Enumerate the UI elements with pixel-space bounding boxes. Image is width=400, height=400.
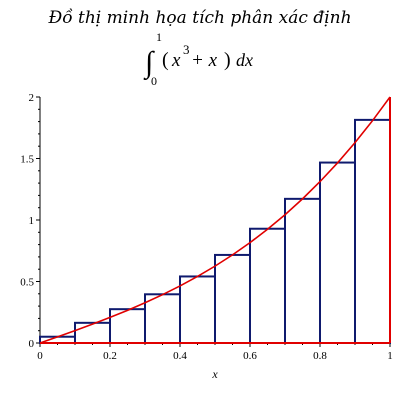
integral-lower-limit: 0 (151, 74, 157, 88)
x-tick-label: 0.2 (103, 350, 117, 362)
bar (319, 161, 356, 344)
integral-upper-limit: 1 (156, 30, 162, 44)
bar (214, 253, 251, 345)
y-tick-label: 0.5 (20, 277, 34, 289)
formula-open-paren: ( (162, 49, 169, 71)
bar (284, 197, 321, 344)
function-curve (39, 96, 391, 344)
bar (249, 227, 286, 344)
y-tick-label: 0 (29, 338, 35, 350)
x-tick-label: 1 (387, 350, 393, 362)
x-axis-label: x (211, 367, 218, 381)
bar (74, 321, 111, 345)
integral-sign: ∫ (143, 46, 155, 81)
formula-rest: + x (191, 50, 218, 71)
bar (109, 308, 146, 344)
integral-formula: ∫1 0 (x3 + x) dx (143, 30, 253, 88)
bar (179, 275, 216, 344)
y-tick-label: 2 (29, 92, 35, 104)
y-tick-label: 1 (29, 215, 35, 227)
formula-exponent: 3 (183, 42, 190, 57)
formula-close-paren: ) (224, 49, 231, 71)
bar (144, 293, 181, 344)
y-tick-label: 1.5 (20, 154, 34, 166)
chart-title: Đồ thị minh họa tích phân xác định (48, 8, 352, 28)
x-tick-label: 0.8 (313, 350, 327, 362)
x-tick-label: 0 (37, 350, 43, 362)
bar (354, 118, 391, 344)
formula-base: x (171, 50, 181, 71)
x-tick-label: 0.4 (173, 350, 187, 362)
x-tick-label: 0.6 (243, 350, 257, 362)
formula-dx: dx (236, 50, 253, 70)
